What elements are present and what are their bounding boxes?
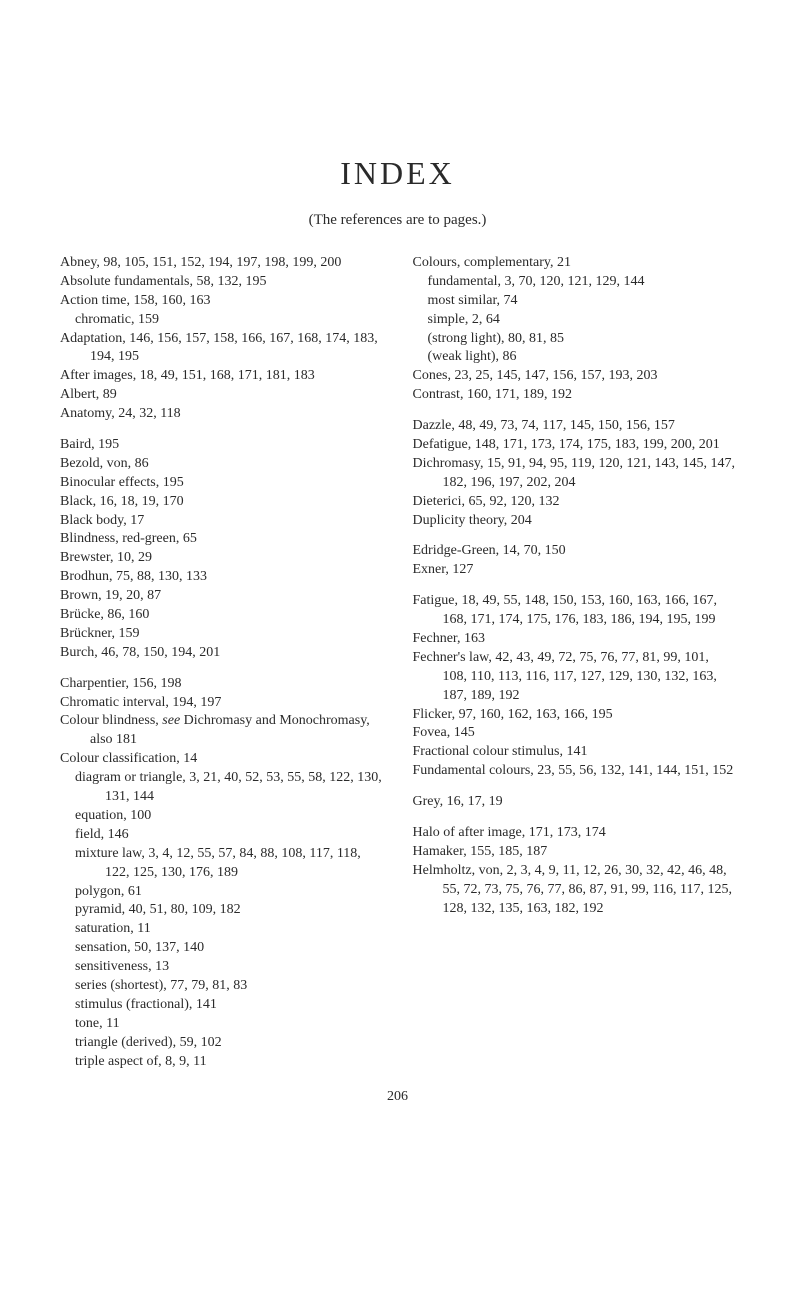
index-sub-entry: (weak light), 86 (413, 348, 736, 367)
index-entry: Brown, 19, 20, 87 (60, 587, 383, 606)
index-sub-entry: sensation, 50, 137, 140 (60, 939, 383, 958)
index-sub-entry: fundamental, 3, 70, 120, 121, 129, 144 (413, 273, 736, 292)
italic-reference: see (162, 713, 180, 728)
left-column: Abney, 98, 105, 151, 152, 194, 197, 198,… (60, 254, 383, 1071)
index-entry: Charpentier, 156, 198 (60, 675, 383, 694)
index-columns: Abney, 98, 105, 151, 152, 194, 197, 198,… (60, 254, 735, 1071)
index-page: INDEX (The references are to pages.) Abn… (0, 0, 800, 1135)
index-entry: Exner, 127 (413, 561, 736, 580)
section-gap (60, 424, 383, 436)
index-sub-entry: triangle (derived), 59, 102 (60, 1034, 383, 1053)
index-entry: Dieterici, 65, 92, 120, 132 (413, 493, 736, 512)
index-sub-entry: simple, 2, 64 (413, 311, 736, 330)
index-entry: After images, 18, 49, 151, 168, 171, 181… (60, 367, 383, 386)
index-entry: Albert, 89 (60, 386, 383, 405)
index-entry: Defatigue, 148, 171, 173, 174, 175, 183,… (413, 436, 736, 455)
section-gap (413, 781, 736, 793)
index-sub-entry: equation, 100 (60, 807, 383, 826)
index-sub-entry: diagram or triangle, 3, 21, 40, 52, 53, … (60, 769, 383, 807)
index-sub-entry: sensitiveness, 13 (60, 958, 383, 977)
index-entry: Colours, complementary, 21 (413, 254, 736, 273)
section-gap (413, 405, 736, 417)
index-sub-entry: pyramid, 40, 51, 80, 109, 182 (60, 901, 383, 920)
section-gap (413, 812, 736, 824)
index-entry: Hamaker, 155, 185, 187 (413, 843, 736, 862)
index-entry: Dazzle, 48, 49, 73, 74, 117, 145, 150, 1… (413, 417, 736, 436)
index-sub-entry: field, 146 (60, 826, 383, 845)
right-column: Colours, complementary, 21fundamental, 3… (413, 254, 736, 1071)
index-entry: Action time, 158, 160, 163 (60, 292, 383, 311)
index-entry: Anatomy, 24, 32, 118 (60, 405, 383, 424)
index-entry: Halo of after image, 171, 173, 174 (413, 824, 736, 843)
index-entry: Chromatic interval, 194, 197 (60, 694, 383, 713)
index-entry: Flicker, 97, 160, 162, 163, 166, 195 (413, 706, 736, 725)
index-sub-entry: saturation, 11 (60, 920, 383, 939)
index-entry: Grey, 16, 17, 19 (413, 793, 736, 812)
index-entry: Adaptation, 146, 156, 157, 158, 166, 167… (60, 330, 383, 368)
index-entry: Brodhun, 75, 88, 130, 133 (60, 568, 383, 587)
index-entry: Contrast, 160, 171, 189, 192 (413, 386, 736, 405)
index-sub-entry: (strong light), 80, 81, 85 (413, 330, 736, 349)
index-entry: Helmholtz, von, 2, 3, 4, 9, 11, 12, 26, … (413, 862, 736, 919)
index-entry: Colour blindness, see Dichromasy and Mon… (60, 712, 383, 750)
index-entry: Blindness, red-green, 65 (60, 530, 383, 549)
index-sub-entry: most similar, 74 (413, 292, 736, 311)
page-title: INDEX (60, 155, 735, 192)
index-entry: Brewster, 10, 29 (60, 549, 383, 568)
index-entry: Dichromasy, 15, 91, 94, 95, 119, 120, 12… (413, 455, 736, 493)
section-gap (413, 580, 736, 592)
page-number: 206 (60, 1089, 735, 1105)
index-sub-entry: polygon, 61 (60, 883, 383, 902)
index-entry: Duplicity theory, 204 (413, 512, 736, 531)
index-entry: Binocular effects, 195 (60, 474, 383, 493)
index-entry: Absolute fundamentals, 58, 132, 195 (60, 273, 383, 292)
index-sub-entry: triple aspect of, 8, 9, 11 (60, 1053, 383, 1072)
index-sub-entry: stimulus (fractional), 141 (60, 996, 383, 1015)
index-sub-entry: series (shortest), 77, 79, 81, 83 (60, 977, 383, 996)
index-sub-entry: chromatic, 159 (60, 311, 383, 330)
index-entry: Fechner, 163 (413, 630, 736, 649)
index-entry: Burch, 46, 78, 150, 194, 201 (60, 644, 383, 663)
index-entry: Abney, 98, 105, 151, 152, 194, 197, 198,… (60, 254, 383, 273)
index-sub-entry: tone, 11 (60, 1015, 383, 1034)
index-entry: Fovea, 145 (413, 724, 736, 743)
index-entry: Brückner, 159 (60, 625, 383, 644)
index-entry: Bezold, von, 86 (60, 455, 383, 474)
index-entry: Edridge-Green, 14, 70, 150 (413, 542, 736, 561)
index-entry: Black body, 17 (60, 512, 383, 531)
section-gap (413, 530, 736, 542)
index-entry: Cones, 23, 25, 145, 147, 156, 157, 193, … (413, 367, 736, 386)
page-subtitle: (The references are to pages.) (60, 212, 735, 229)
index-sub-entry: mixture law, 3, 4, 12, 55, 57, 84, 88, 1… (60, 845, 383, 883)
index-entry: Fechner's law, 42, 43, 49, 72, 75, 76, 7… (413, 649, 736, 706)
index-entry: Fatigue, 18, 49, 55, 148, 150, 153, 160,… (413, 592, 736, 630)
index-entry: Baird, 195 (60, 436, 383, 455)
index-entry: Fundamental colours, 23, 55, 56, 132, 14… (413, 762, 736, 781)
index-entry: Brücke, 86, 160 (60, 606, 383, 625)
index-entry: Black, 16, 18, 19, 170 (60, 493, 383, 512)
index-entry: Colour classification, 14 (60, 750, 383, 769)
index-entry: Fractional colour stimulus, 141 (413, 743, 736, 762)
section-gap (60, 663, 383, 675)
